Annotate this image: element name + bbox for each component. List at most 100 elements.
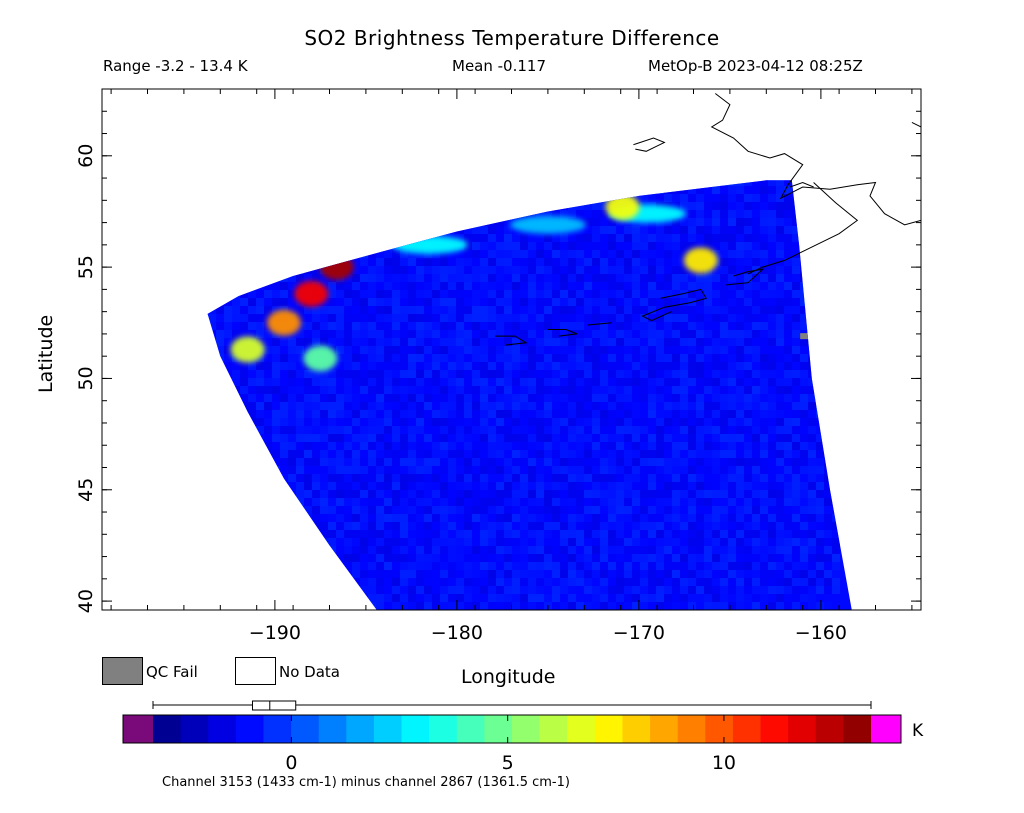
swath-pixel xyxy=(392,274,400,282)
swath-pixel xyxy=(296,394,304,402)
swath-pixel xyxy=(712,346,720,354)
swath-pixel xyxy=(712,354,720,362)
swath-pixel xyxy=(488,610,496,618)
swath-pixel xyxy=(720,362,728,370)
swath-pixel xyxy=(464,354,472,362)
swath-pixel xyxy=(600,434,608,442)
swath-pixel xyxy=(304,514,312,522)
swath-pixel xyxy=(672,610,680,618)
swath-pixel xyxy=(728,322,736,330)
swath-pixel xyxy=(528,450,536,458)
swath-pixel xyxy=(824,298,832,306)
swath-pixel xyxy=(528,602,536,610)
swath-pixel xyxy=(264,180,272,186)
swath-pixel xyxy=(712,290,720,298)
swath-pixel xyxy=(672,354,680,362)
swath-pixel xyxy=(760,250,768,258)
swath-pixel xyxy=(480,594,488,602)
swath-pixel xyxy=(640,170,648,178)
swath-pixel xyxy=(424,394,432,402)
swath-pixel xyxy=(296,610,304,618)
swath-pixel xyxy=(320,506,328,514)
swath-pixel xyxy=(480,386,488,394)
swath-pixel xyxy=(648,434,656,442)
swath-pixel xyxy=(760,306,768,314)
swath-pixel xyxy=(504,426,512,434)
swath-pixel xyxy=(640,186,648,194)
swath-pixel xyxy=(552,546,560,554)
swath-pixel xyxy=(656,298,664,306)
swath-pixel xyxy=(704,610,712,618)
swath-pixel xyxy=(320,322,328,330)
swath-pixel xyxy=(480,586,488,594)
swath-pixel xyxy=(216,226,224,234)
swath-pixel xyxy=(616,426,624,434)
swath-pixel xyxy=(376,394,384,402)
swath-pixel xyxy=(552,330,560,338)
swath-pixel xyxy=(584,194,592,202)
swath-pixel xyxy=(776,234,784,242)
swath-pixel xyxy=(320,338,328,346)
swath-pixel xyxy=(424,258,432,266)
swath-pixel xyxy=(488,562,496,570)
swath-pixel xyxy=(608,530,616,538)
swath-pixel xyxy=(680,306,688,314)
swath-pixel xyxy=(760,554,768,562)
swath-pixel xyxy=(440,298,448,306)
swath-pixel xyxy=(360,202,368,210)
swath-pixel xyxy=(672,314,680,322)
swath-pixel xyxy=(816,186,824,194)
swath-pixel xyxy=(384,290,392,298)
swath-pixel xyxy=(400,338,408,346)
swath-pixel xyxy=(720,586,728,594)
swath-pixel xyxy=(496,330,504,338)
colorbar-tick-label: 0 xyxy=(285,752,297,774)
swath-pixel xyxy=(808,354,816,362)
swath-pixel xyxy=(400,298,408,306)
swath-pixel xyxy=(680,386,688,394)
swath-pixel xyxy=(784,394,792,402)
swath-pixel xyxy=(736,578,744,586)
swath-pixel xyxy=(832,338,840,346)
swath-pixel xyxy=(688,418,696,426)
swath-pixel xyxy=(432,362,440,370)
swath-pixel xyxy=(480,434,488,442)
swath-pixel xyxy=(760,434,768,442)
colorbar-segment xyxy=(208,715,237,743)
swath-pixel xyxy=(496,570,504,578)
swath-pixel xyxy=(496,506,504,514)
swath-pixel xyxy=(560,410,568,418)
swath-pixel xyxy=(248,362,256,370)
swath-pixel xyxy=(720,170,728,178)
swath-pixel xyxy=(704,242,712,250)
swath-pixel xyxy=(512,466,520,474)
swath-pixel xyxy=(536,362,544,370)
swath-pixel xyxy=(528,250,536,258)
swath-pixel xyxy=(544,586,552,594)
swath-pixel xyxy=(680,242,688,250)
swath-pixel xyxy=(680,170,688,178)
swath-pixel xyxy=(400,378,408,386)
swath-pixel xyxy=(488,370,496,378)
swath-pixel xyxy=(296,180,304,186)
colorbar-segment xyxy=(180,715,209,743)
swath-pixel xyxy=(592,610,600,618)
swath-pixel xyxy=(472,602,480,610)
swath-pixel xyxy=(800,610,808,618)
swath-pixel xyxy=(207,578,208,586)
swath-pixel xyxy=(520,450,528,458)
swath-pixel xyxy=(616,186,624,194)
swath-pixel xyxy=(584,282,592,290)
swath-pixel xyxy=(456,490,464,498)
swath-pixel xyxy=(360,314,368,322)
swath-pixel xyxy=(560,610,568,618)
swath-pixel xyxy=(736,466,744,474)
swath-pixel xyxy=(368,474,376,482)
swath-pixel xyxy=(704,298,712,306)
swath-pixel xyxy=(288,522,296,530)
swath-pixel xyxy=(232,458,240,466)
swath-pixel xyxy=(296,362,304,370)
swath-pixel xyxy=(600,602,608,610)
swath-pixel xyxy=(656,378,664,386)
swath-pixel xyxy=(792,490,800,498)
